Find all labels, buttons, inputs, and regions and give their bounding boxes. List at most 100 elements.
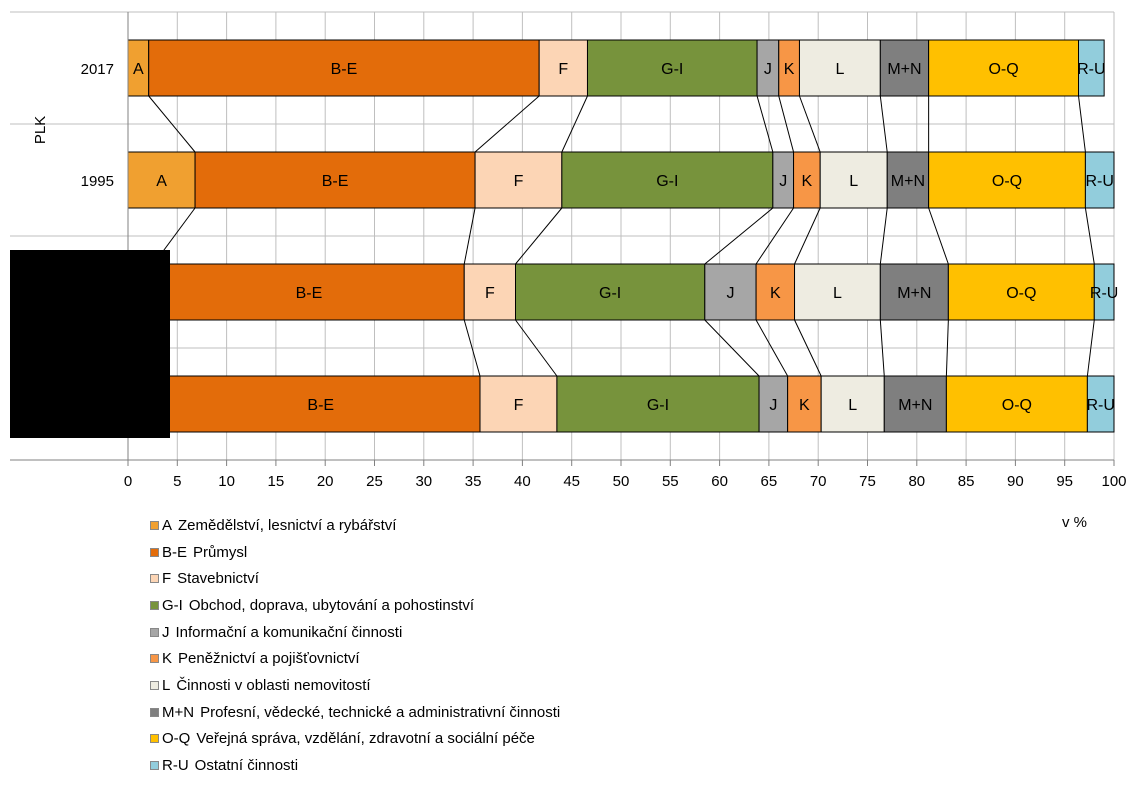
bar-segment-m-n	[883, 375, 947, 433]
bar-segment-r-u	[1086, 375, 1115, 433]
series-connector-line	[1086, 319, 1095, 377]
bar-segment-label: L	[833, 285, 842, 302]
legend-item: O-Q Veřejná správa, vzdělání, zdravotní a…	[150, 726, 560, 753]
series-connector-line	[148, 95, 196, 153]
bar-segment-label: K	[770, 285, 781, 302]
series-connector-line	[794, 319, 822, 377]
x-tick-label: 20	[317, 473, 334, 490]
legend-item: J Informační a komunikační činnosti	[150, 619, 560, 646]
legend-code: L	[162, 676, 171, 694]
bar-segment-b-e	[153, 263, 465, 321]
bar-segment-label: F	[514, 397, 524, 414]
bar-segment-o-q	[928, 39, 1080, 97]
series-connector-line	[945, 319, 949, 377]
bar-segment-r-u	[1093, 263, 1115, 321]
bar-segment-r-u	[1084, 151, 1115, 209]
bar-segment-j	[704, 263, 757, 321]
bar-segment-label: O-Q	[992, 173, 1022, 190]
bar-segment-j	[758, 375, 789, 433]
legend-label: Profesní, vědecké, technické a administr…	[200, 703, 561, 721]
legend-swatch	[150, 574, 159, 584]
legend-item: R-U Ostatní činnosti	[150, 752, 560, 779]
category-label: 1995	[81, 173, 114, 190]
bar-segment-b-e	[194, 151, 476, 209]
series-connector-line	[928, 207, 949, 265]
bar-segment-o-q	[928, 151, 1086, 209]
category-label: 2017	[81, 61, 114, 78]
bar-segment-label: L	[835, 61, 844, 78]
series-connector-line	[515, 319, 558, 377]
bar-segment-label: J	[769, 397, 777, 414]
legend-item: K Peněžnictví a pojišťovnictví	[150, 645, 560, 672]
bar-segment-label: L	[849, 173, 858, 190]
bar-segment-g-i	[556, 375, 760, 433]
bar-segment-label: B-E	[307, 397, 334, 414]
y-axis-label: PLK	[32, 116, 49, 144]
series-connector-line	[515, 207, 563, 265]
x-unit-label: v %	[1062, 514, 1088, 531]
legend-label: Veřejná správa, vzdělání, zdravotní a so…	[196, 730, 535, 748]
x-tick-label: 95	[1056, 473, 1073, 490]
bar-segment-label: B-E	[331, 61, 358, 78]
x-tick-label: 35	[465, 473, 482, 490]
legend-item: B-E Průmysl	[150, 539, 560, 566]
bar-segment-label: R-U	[1090, 285, 1118, 302]
bar-segment-label: B-E	[296, 285, 323, 302]
legend-swatch	[150, 734, 159, 744]
chart-axis: 0 5 10 15 20 25 30 35 40 45 50 55 60 65 70 75 80 85 90 95 10…	[10, 12, 1127, 490]
legend-code: O-Q	[162, 730, 191, 748]
series-connector-line	[755, 207, 794, 265]
legend-item: F Stavebnictví	[150, 565, 560, 592]
bar-segment-label: M+N	[887, 61, 921, 78]
series-connector-line	[778, 95, 795, 153]
series-connector-line	[879, 319, 885, 377]
bar-segment-k	[787, 375, 822, 433]
bar-segment-g-i	[586, 39, 758, 97]
bar-segment-label: M+N	[897, 285, 931, 302]
bar-segment-label: A	[156, 173, 167, 190]
legend-code: J	[162, 623, 170, 641]
bar-segment-label: F	[485, 285, 495, 302]
series-connector-line	[794, 207, 821, 265]
bar-segment-k	[793, 151, 821, 209]
bar-segment-l	[794, 263, 881, 321]
legend-label: Průmysl	[193, 543, 248, 561]
series-connector-line	[463, 319, 481, 377]
x-tick-label: 30	[415, 473, 432, 490]
legend-code: A	[162, 516, 173, 534]
bar-segment-b-e	[148, 39, 540, 97]
x-tick-label: 25	[366, 473, 383, 490]
legend-code: B-E	[162, 543, 188, 561]
x-tick-label: 80	[908, 473, 925, 490]
x-tick-label: 5	[173, 473, 181, 490]
bar-segment-l	[820, 375, 885, 433]
x-tick-label: 50	[613, 473, 630, 490]
chart-bars: A B-E F G-I J K L M+N O-Q R-UA B-E F G-I J K L M+N O-Q R-U…	[127, 39, 1118, 433]
legend-swatch	[150, 707, 159, 717]
x-tick-label: 45	[563, 473, 580, 490]
legend-swatch	[150, 627, 159, 637]
bar-segment-l	[798, 39, 881, 97]
bar-segment-label: F	[558, 61, 568, 78]
bar-segment-m-n	[886, 151, 930, 209]
x-tick-label: 10	[218, 473, 235, 490]
series-connector-line	[1084, 207, 1095, 265]
legend-swatch	[150, 520, 159, 530]
bar-segment-label: O-Q	[988, 61, 1018, 78]
legend-code: M+N	[162, 703, 195, 721]
legend-swatch	[150, 761, 159, 771]
bar-segment-label: K	[784, 61, 795, 78]
bar-segment-label: J	[764, 61, 772, 78]
legend-label: Ostatní činnosti	[194, 757, 299, 775]
legend-swatch	[150, 654, 159, 664]
legend-label: Peněžnictví a pojišťovnictví	[178, 650, 360, 668]
x-tick-label: 40	[514, 473, 531, 490]
x-tick-label: 90	[1007, 473, 1024, 490]
series-connector-line	[561, 95, 588, 153]
bar-segment-label: F	[514, 173, 524, 190]
bar-segment-label: G-I	[661, 61, 683, 78]
bar-segment-a	[127, 151, 196, 209]
series-connector-line	[879, 95, 888, 153]
stacked-bar-chart: A B-E F G-I J K L M+N O-Q R-UA B-E F G-I J K L M+N O-Q R-U…	[10, 11, 1127, 490]
bar-segment-label: A	[133, 61, 144, 78]
